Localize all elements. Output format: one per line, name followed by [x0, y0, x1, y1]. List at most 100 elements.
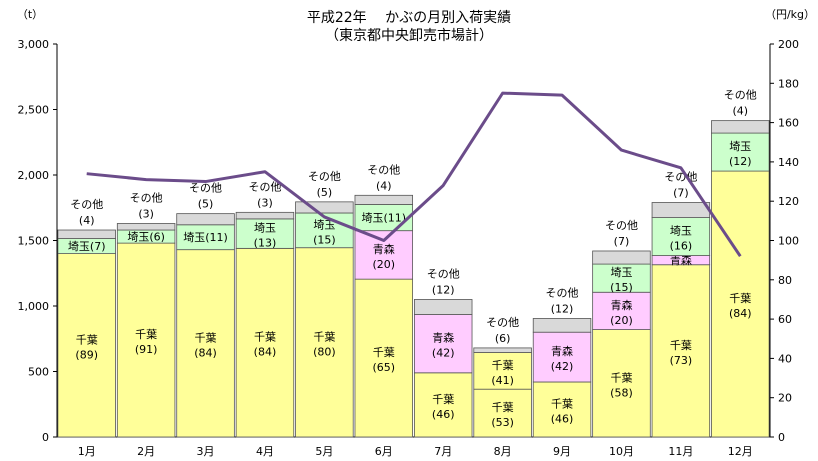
bar-segment: [176, 249, 235, 438]
other-percent: (3): [138, 207, 154, 220]
segment-percent: (13): [254, 237, 277, 250]
bar-segment: [295, 247, 354, 438]
x-tick-label: 4月: [256, 445, 274, 458]
bar-segment: [711, 120, 770, 134]
right-tick-label: 20: [778, 392, 792, 405]
bar-segment: [592, 250, 651, 265]
right-tick-label: 0: [778, 431, 785, 444]
segment-percent: (84): [729, 307, 752, 320]
bar-segment: [473, 347, 532, 353]
segment-label: 青森: [551, 344, 573, 358]
other-label: その他: [664, 171, 697, 184]
left-tick-label: 2,500: [18, 104, 50, 117]
bar-segment: [413, 299, 473, 315]
segment-label: 埼玉(11): [183, 230, 228, 244]
bar-segment: [176, 224, 235, 251]
other-percent: (3): [257, 196, 273, 209]
other-label: その他: [427, 267, 460, 280]
segment-label: 千葉: [254, 330, 276, 344]
other-percent: (12): [551, 302, 574, 315]
bar-segment: [592, 263, 651, 293]
x-tick-label: 10月: [609, 445, 634, 458]
segment-label: 千葉: [610, 370, 632, 384]
right-tick-label: 100: [778, 235, 799, 248]
segment-label: 千葉: [492, 358, 514, 372]
bar-segment: [532, 331, 592, 383]
other-label: その他: [130, 191, 163, 204]
left-tick-label: 1,000: [18, 300, 50, 313]
x-tick-label: 1月: [78, 445, 96, 458]
bar-segment: [651, 202, 711, 218]
other-label: その他: [308, 170, 341, 183]
segment-percent: (41): [491, 374, 514, 387]
segment-percent: (89): [75, 348, 98, 361]
plot-area: 0 500 1,000 1,500 2,000 2,500 3,000 0 20 40 60 80 10…: [18, 38, 800, 458]
right-tick-label: 140: [778, 156, 799, 169]
other-label: その他: [367, 163, 400, 176]
bar-segment: [235, 211, 295, 220]
x-tick-label: 6月: [375, 445, 393, 458]
segment-label: 千葉: [313, 329, 335, 343]
segment-label: 千葉: [670, 338, 692, 352]
bar-segment: [235, 247, 295, 438]
segment-percent: (20): [372, 258, 395, 271]
segment-label: 埼玉: [670, 224, 692, 238]
other-label: その他: [189, 182, 222, 195]
right-tick-label: 80: [778, 274, 792, 287]
segment-percent: (84): [194, 346, 217, 359]
segment-label: 埼玉(11): [361, 211, 406, 225]
segment-label: 千葉: [432, 392, 454, 406]
segment-label: 埼玉: [254, 221, 276, 235]
right-tick-label: 200: [778, 38, 799, 51]
chart-title: 平成22年 かぶの月別入荷実績: [307, 10, 511, 26]
x-tick-label: 11月: [668, 445, 693, 458]
bar-segment: [592, 291, 651, 330]
right-tick-label: 180: [778, 77, 799, 90]
left-tick-label: 3,000: [18, 38, 50, 51]
segment-label: 埼玉: [610, 265, 632, 279]
bar-segment: [235, 218, 295, 249]
bar-segment: [295, 212, 354, 249]
bar-segment: [116, 242, 176, 438]
other-percent: (12): [432, 283, 455, 296]
bar-segment: [354, 194, 414, 205]
segment-percent: (91): [135, 343, 158, 356]
other-percent: (7): [673, 187, 689, 200]
segment-percent: (15): [610, 281, 633, 294]
other-percent: (5): [198, 198, 214, 211]
other-label: その他: [605, 219, 638, 232]
segment-percent: (12): [729, 155, 752, 168]
segment-label: 千葉: [729, 291, 751, 305]
bar-segment: [711, 132, 770, 172]
bar-segment: [711, 170, 770, 438]
segment-label: 青森: [373, 242, 395, 256]
other-percent: (7): [614, 235, 630, 248]
other-percent: (4): [79, 214, 95, 227]
bar-segment: [532, 381, 592, 438]
x-tick-label: 2月: [137, 445, 155, 458]
x-tick-label: 3月: [197, 445, 215, 458]
segment-label: 千葉: [135, 327, 157, 341]
bar-segment: [354, 278, 414, 438]
bar-segment: [295, 201, 354, 214]
segment-label: 青森: [670, 253, 692, 267]
segment-label: 千葉: [195, 330, 217, 344]
other-percent: (5): [317, 186, 333, 199]
segment-percent: (65): [372, 361, 395, 374]
segment-percent: (15): [313, 233, 336, 246]
other-label: その他: [546, 286, 579, 299]
segment-percent: (53): [491, 416, 514, 429]
bar-segment: [473, 388, 532, 438]
segment-label: 埼玉: [313, 217, 335, 231]
segment-label: 青森: [432, 331, 454, 345]
x-tick-label: 7月: [434, 445, 452, 458]
right-tick-label: 60: [778, 313, 792, 326]
segment-percent: (73): [670, 354, 693, 367]
segment-percent: (46): [551, 412, 574, 425]
bar-segment: [651, 264, 711, 438]
segment-percent: (42): [432, 347, 455, 360]
bar-segment: [592, 329, 651, 438]
x-tick-label: 5月: [315, 445, 333, 458]
other-label: その他: [248, 180, 281, 193]
